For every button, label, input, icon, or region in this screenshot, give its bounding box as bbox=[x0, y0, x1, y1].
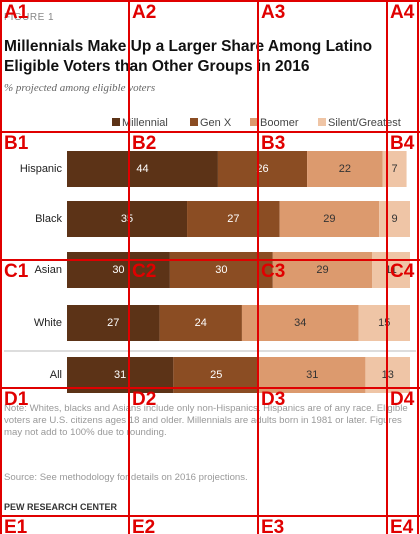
data-label: 34 bbox=[294, 317, 306, 329]
bar-segment bbox=[67, 151, 218, 187]
data-label: 31 bbox=[306, 369, 318, 381]
overlay-label: D1 bbox=[4, 389, 29, 410]
figure-label: FIGURE 1 bbox=[4, 12, 55, 23]
bar-segment bbox=[279, 201, 380, 237]
bar-segment bbox=[187, 201, 280, 237]
category-label: Asian bbox=[34, 264, 62, 276]
overlay-label: C4 bbox=[390, 261, 415, 282]
overlay-label: E4 bbox=[390, 517, 414, 534]
legend-label: Boomer bbox=[260, 117, 299, 129]
data-label: 22 bbox=[339, 163, 351, 175]
credit: PEW RESEARCH CENTER bbox=[4, 502, 118, 512]
data-label: 35 bbox=[121, 213, 133, 225]
data-label: 29 bbox=[323, 213, 335, 225]
data-label: 9 bbox=[392, 213, 398, 225]
overlay-label: D2 bbox=[132, 389, 156, 410]
legend-swatch bbox=[112, 118, 120, 126]
bar-segment bbox=[67, 305, 160, 341]
bar-segment bbox=[272, 252, 373, 288]
data-label: 30 bbox=[215, 264, 227, 276]
overlay-label: E1 bbox=[4, 517, 28, 534]
overlay-label: A1 bbox=[4, 2, 29, 23]
bar-segment bbox=[169, 252, 273, 288]
legend-label: Millennial bbox=[122, 117, 168, 129]
overlay-label: A2 bbox=[132, 2, 156, 23]
overlay-label: B2 bbox=[132, 133, 156, 154]
data-label: 31 bbox=[114, 369, 126, 381]
overlay-label: E3 bbox=[261, 517, 284, 534]
overlay-label: E2 bbox=[132, 517, 155, 534]
source: Source: See methodology for details on 2… bbox=[4, 472, 248, 483]
chart-subtitle: % projected among eligible voters bbox=[4, 82, 156, 94]
data-label: 29 bbox=[316, 264, 328, 276]
data-label: 24 bbox=[195, 317, 207, 329]
bar-segment bbox=[379, 201, 410, 237]
data-label: 27 bbox=[227, 213, 239, 225]
bar-segment bbox=[217, 151, 308, 187]
bar-segment bbox=[372, 252, 410, 288]
overlay-label: B3 bbox=[261, 133, 285, 154]
category-label: Black bbox=[35, 213, 62, 225]
category-label: All bbox=[50, 369, 62, 381]
data-label: 30 bbox=[112, 264, 124, 276]
bar-segment bbox=[307, 151, 383, 187]
overlay-label: C2 bbox=[132, 261, 156, 282]
data-label: 44 bbox=[136, 163, 148, 175]
note: Note: Whites, blacks and Asians include … bbox=[4, 403, 408, 438]
legend-swatch bbox=[190, 118, 198, 126]
overlay-label: A4 bbox=[390, 2, 415, 23]
bar-segment bbox=[358, 305, 410, 341]
overlay-label: D4 bbox=[390, 389, 415, 410]
overlay-label: B4 bbox=[390, 133, 415, 154]
chart-title: Millennials Make Up a Larger Share Among… bbox=[4, 38, 373, 75]
overlay-label: B1 bbox=[4, 133, 29, 154]
overlay-label: A3 bbox=[261, 2, 285, 23]
bar-segment bbox=[67, 201, 188, 237]
category-label: White bbox=[34, 317, 62, 329]
legend-label: Gen X bbox=[200, 117, 232, 129]
legend-label: Silent/Greatest bbox=[328, 117, 401, 129]
legend-swatch bbox=[250, 118, 258, 126]
category-label: Hispanic bbox=[20, 163, 63, 175]
overlay-label: C3 bbox=[261, 261, 285, 282]
data-label: 26 bbox=[256, 163, 268, 175]
data-label: 11 bbox=[385, 264, 396, 276]
overlay-label: D3 bbox=[261, 389, 285, 410]
data-label: 7 bbox=[392, 163, 398, 175]
data-label: 27 bbox=[107, 317, 119, 329]
bar-segment bbox=[159, 305, 242, 341]
data-label: 25 bbox=[210, 369, 222, 381]
bar-segment bbox=[67, 252, 170, 288]
bar-segment bbox=[241, 305, 359, 341]
overlay-label: C1 bbox=[4, 261, 29, 282]
legend-swatch bbox=[318, 118, 326, 126]
